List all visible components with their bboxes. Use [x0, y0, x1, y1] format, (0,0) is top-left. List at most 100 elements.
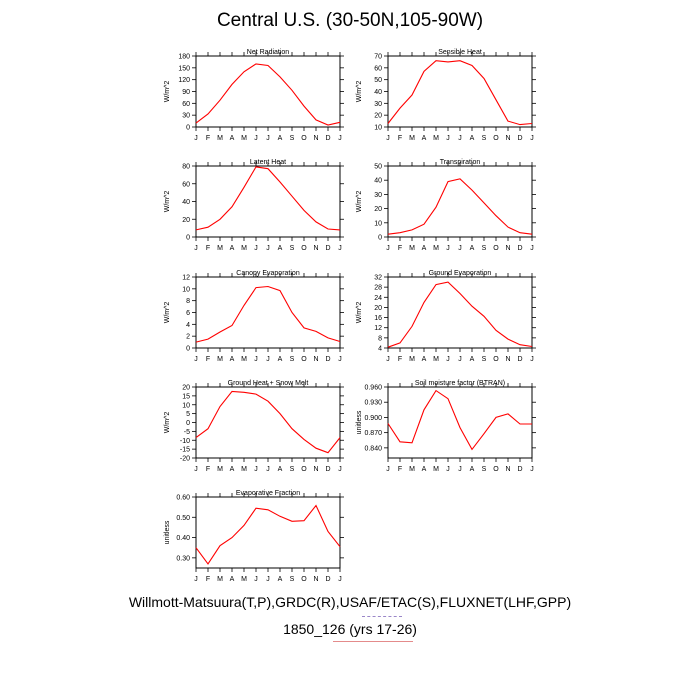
y-tick-label: 0.930: [364, 400, 382, 407]
series-line: [195, 166, 341, 231]
x-tick-label: A: [230, 356, 235, 363]
x-tick-label: S: [290, 135, 295, 142]
y-axis-label: unitless: [356, 410, 363, 434]
x-tick-label: N: [313, 576, 318, 583]
series-line: [195, 285, 341, 343]
x-tick-label: M: [217, 356, 223, 363]
y-tick-label: 0.900: [364, 415, 382, 422]
y-tick-label: -10: [180, 438, 190, 445]
x-tick-label: F: [206, 135, 210, 142]
x-tick-label: M: [217, 576, 223, 583]
x-tick-label: J: [446, 135, 450, 142]
y-tick-label: 0.60: [176, 495, 190, 502]
y-tick-label: 40: [374, 178, 382, 185]
x-tick-label: M: [433, 466, 439, 473]
x-tick-label: M: [217, 135, 223, 142]
x-tick-label: A: [278, 135, 283, 142]
x-tick-label: M: [241, 356, 247, 363]
x-tick-label: M: [241, 245, 247, 252]
x-tick-label: A: [230, 576, 235, 583]
x-tick-label: J: [338, 245, 342, 252]
y-tick-label: 150: [178, 65, 190, 72]
x-tick-label: F: [398, 245, 402, 252]
page-title: Central U.S. (30-50N,105-90W): [216, 10, 484, 31]
y-tick-label: 0: [186, 235, 190, 242]
x-tick-label: J: [254, 135, 258, 142]
y-tick-label: 0: [186, 420, 190, 427]
x-tick-label: J: [530, 245, 534, 252]
y-tick-label: 0.840: [364, 445, 382, 452]
y-axis-label: W/m^2: [356, 191, 363, 213]
y-tick-label: 30: [374, 192, 382, 199]
series-line: [195, 390, 341, 454]
x-tick-label: M: [241, 135, 247, 142]
x-tick-label: J: [446, 245, 450, 252]
y-tick-label: 0: [186, 125, 190, 132]
x-tick-label: D: [517, 135, 522, 142]
x-tick-label: S: [482, 356, 487, 363]
x-tick-label: N: [505, 356, 510, 363]
x-tick-label: A: [230, 466, 235, 473]
panel-title: Evaporative Fraction: [236, 490, 300, 497]
x-tick-label: J: [266, 245, 270, 252]
y-tick-label: 24: [374, 295, 382, 302]
x-tick-label: A: [230, 245, 235, 252]
y-tick-label: 0.50: [176, 515, 190, 522]
y-axis-label: W/m^2: [356, 302, 363, 324]
x-tick-label: J: [194, 466, 198, 473]
x-tick-label: O: [301, 135, 307, 142]
y-axis-label: W/m^2: [164, 302, 171, 324]
y-tick-label: 12: [374, 325, 382, 332]
y-axis-label: W/m^2: [164, 81, 171, 103]
x-tick-label: M: [241, 466, 247, 473]
y-tick-label: 30: [374, 101, 382, 108]
y-tick-label: 180: [178, 54, 190, 61]
x-tick-label: M: [217, 245, 223, 252]
x-tick-label: N: [505, 466, 510, 473]
x-tick-label: O: [493, 356, 499, 363]
x-tick-label: D: [325, 466, 330, 473]
x-tick-label: J: [266, 466, 270, 473]
x-tick-label: J: [386, 245, 390, 252]
x-tick-label: J: [266, 356, 270, 363]
x-tick-label: O: [301, 576, 307, 583]
y-tick-label: 28: [374, 285, 382, 292]
y-tick-label: 15: [182, 393, 190, 400]
x-tick-label: N: [313, 466, 318, 473]
panel-frame: [387, 55, 533, 128]
panel-title: Transpiration: [440, 159, 481, 166]
x-tick-label: J: [530, 466, 534, 473]
x-tick-label: J: [338, 356, 342, 363]
x-tick-label: J: [254, 576, 258, 583]
x-tick-label: F: [206, 576, 210, 583]
x-tick-label: F: [398, 466, 402, 473]
y-tick-label: 40: [182, 199, 190, 206]
series-line: [387, 178, 533, 235]
x-tick-label: O: [493, 135, 499, 142]
x-tick-label: N: [313, 245, 318, 252]
y-tick-label: 20: [374, 206, 382, 213]
x-tick-label: M: [217, 466, 223, 473]
x-tick-label: J: [338, 466, 342, 473]
y-tick-label: 10: [182, 402, 190, 409]
panel-title: Net Radiation: [247, 49, 290, 56]
x-tick-label: F: [398, 356, 402, 363]
footer-case-name: 1850_126 (yrs 17-26): [283, 621, 417, 637]
series-line: [195, 504, 341, 565]
footer-underline: [333, 641, 413, 642]
y-tick-label: 0.870: [364, 430, 382, 437]
panel-frame: [195, 496, 341, 569]
x-tick-label: O: [301, 466, 307, 473]
y-tick-label: -20: [180, 456, 190, 463]
panel-frame: [195, 55, 341, 128]
y-tick-label: 20: [182, 217, 190, 224]
x-tick-label: D: [517, 356, 522, 363]
panel-frame: [387, 276, 533, 349]
x-tick-label: J: [194, 576, 198, 583]
panel-title: Ground Heat + Snow Melt: [228, 380, 309, 387]
x-tick-label: O: [301, 356, 307, 363]
